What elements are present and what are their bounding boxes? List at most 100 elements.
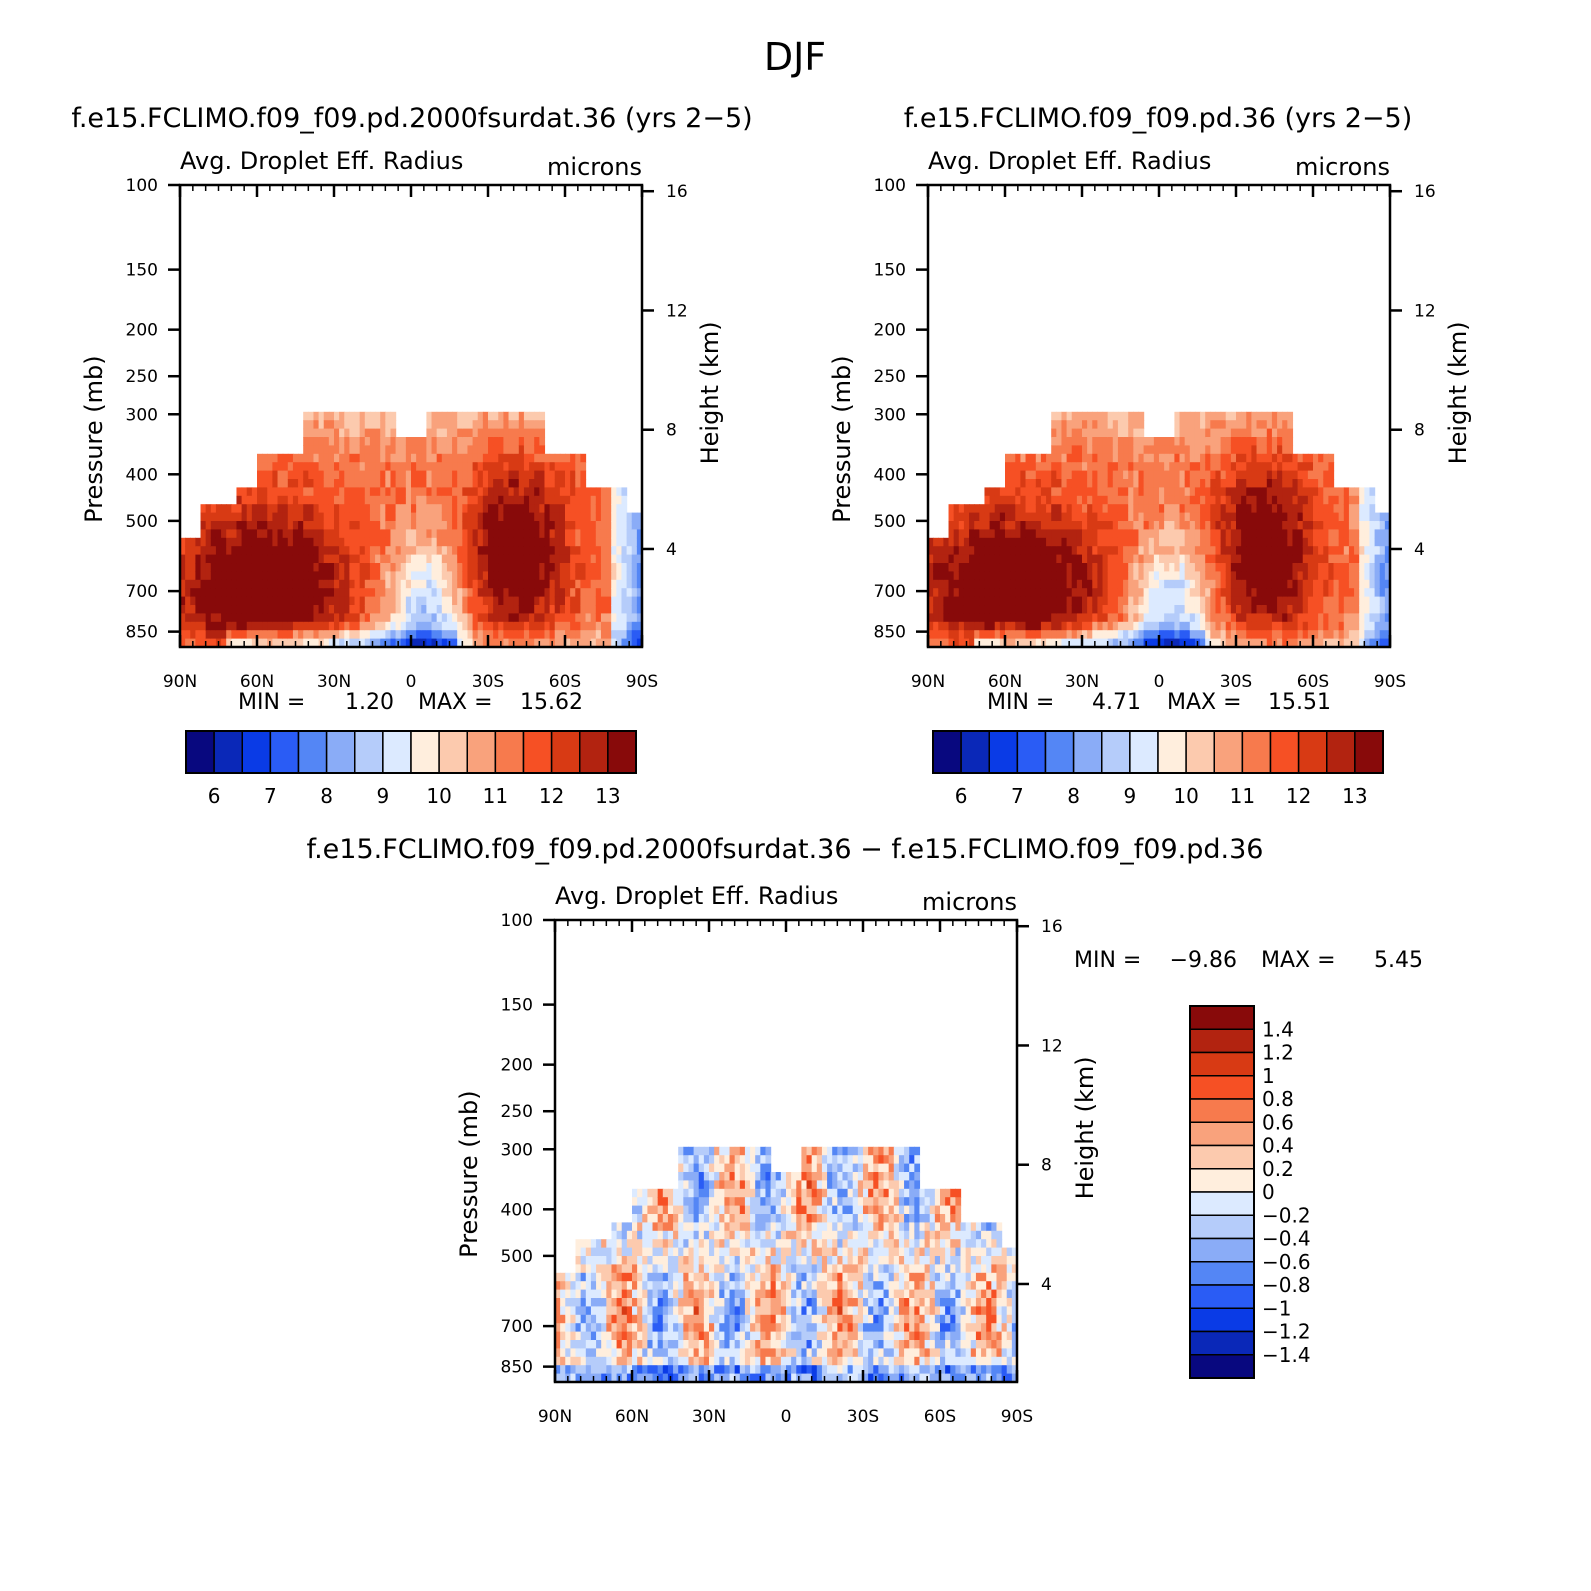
field-cell (554, 605, 561, 614)
field-cell (1010, 571, 1016, 581)
field-cell (554, 613, 561, 623)
field-cell (1087, 411, 1093, 421)
field-cell (1051, 445, 1057, 455)
field-cell (1369, 621, 1376, 631)
field-cell (518, 512, 525, 522)
field-cell (555, 1306, 561, 1316)
field-cell (999, 537, 1006, 547)
field-cell (431, 613, 438, 623)
field-cell (1256, 453, 1263, 463)
field-cell (318, 420, 325, 430)
field-cell (1123, 462, 1129, 472)
field-cell (339, 420, 345, 430)
field-cell (1164, 588, 1170, 598)
field-cell (426, 571, 433, 581)
field-cell (200, 621, 207, 631)
field-cell (236, 529, 243, 539)
field-cell (318, 596, 325, 606)
field-cell (1143, 596, 1150, 606)
field-cell (385, 571, 392, 581)
field-cell (1164, 613, 1170, 623)
field-cell (364, 554, 371, 564)
field-cell (626, 1281, 633, 1291)
field-cell (364, 537, 371, 547)
field-cell (647, 1222, 654, 1232)
field-cell (637, 1197, 643, 1207)
field-cell (493, 479, 499, 488)
field-cell (611, 596, 617, 606)
field-cell (1328, 487, 1335, 497)
field-cell (1251, 437, 1258, 446)
field-cell (1359, 554, 1365, 564)
field-cell (180, 613, 186, 623)
field-cell (185, 605, 191, 614)
field-cell (1307, 554, 1314, 564)
field-cell (989, 537, 996, 547)
field-cell (575, 554, 581, 564)
field-cell (1066, 479, 1073, 488)
field-cell (616, 605, 623, 614)
field-cell (1256, 537, 1263, 547)
field-cell (636, 512, 643, 522)
field-cell (529, 453, 535, 463)
field-cell (1236, 554, 1242, 564)
field-cell (657, 1348, 664, 1358)
field-cell (590, 504, 597, 514)
field-cell (999, 563, 1006, 572)
field-cell (1184, 411, 1191, 421)
field-cell (1025, 605, 1032, 614)
colorbar-label: 13 (1342, 784, 1367, 808)
field-cell (1138, 411, 1145, 421)
field-cell (262, 605, 268, 614)
field-cell (1035, 537, 1042, 547)
field-cell (673, 1205, 679, 1215)
field-cell (1205, 428, 1211, 438)
field-cell (580, 1239, 587, 1249)
field-cell (616, 1340, 623, 1349)
field-cell (1302, 479, 1309, 488)
field-cell (1015, 521, 1021, 530)
field-cell (292, 495, 299, 505)
field-cell (1123, 453, 1129, 463)
field-cell (251, 504, 258, 514)
field-cell (477, 420, 484, 430)
field-cell (1374, 537, 1381, 547)
field-cell (518, 546, 525, 556)
field-cell (303, 571, 309, 581)
field-cell (657, 1272, 664, 1282)
field-cell (518, 613, 525, 623)
field-cell (590, 1281, 597, 1291)
field-cell (1097, 613, 1104, 623)
field-cell (1246, 563, 1252, 572)
field-cell (928, 621, 934, 631)
field-cell (1143, 462, 1150, 472)
field-cell (523, 411, 530, 421)
field-cell (364, 512, 371, 522)
field-cell (1107, 504, 1114, 514)
field-cell (534, 453, 540, 463)
field-cell (416, 630, 422, 640)
field-cell (565, 1348, 571, 1358)
field-cell (349, 537, 356, 547)
field-cell (1128, 621, 1134, 631)
field-cell (334, 605, 340, 614)
field-cell (277, 529, 284, 539)
field-cell (590, 613, 597, 623)
field-cell (595, 495, 602, 505)
field-cell (1359, 537, 1365, 547)
field-cell (488, 437, 494, 446)
field-cell (1117, 613, 1124, 623)
field-cell (488, 504, 494, 514)
field-cell (416, 453, 422, 463)
field-cell (585, 621, 592, 631)
field-cell (215, 605, 222, 614)
field-cell (359, 571, 366, 581)
field-cell (400, 605, 407, 614)
field-cell (549, 512, 556, 522)
field-cell (549, 613, 556, 623)
field-cell (565, 1272, 571, 1282)
field-cell (298, 504, 304, 514)
field-cell (948, 638, 955, 648)
field-cell (1246, 605, 1252, 614)
field-cell (1117, 462, 1124, 472)
